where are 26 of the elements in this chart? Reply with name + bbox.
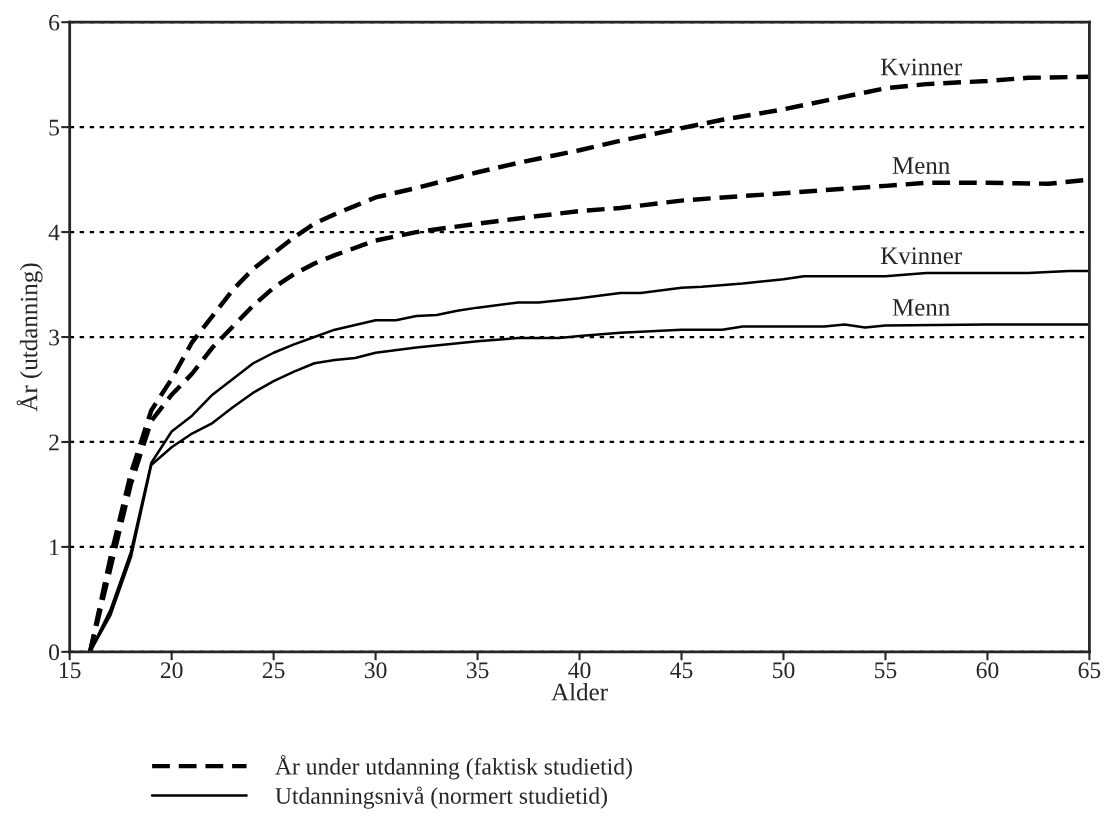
x-tick-label: 35 bbox=[466, 662, 489, 679]
x-tick-label: 20 bbox=[160, 662, 183, 679]
x-tick-label: 25 bbox=[262, 662, 285, 679]
y-tick-label: 4 bbox=[48, 224, 60, 241]
y-axis-title: År (utdanning) bbox=[16, 263, 43, 412]
x-tick-label: 50 bbox=[773, 662, 795, 679]
x-tick-label: 45 bbox=[670, 662, 693, 679]
y-tick-label: 5 bbox=[49, 119, 60, 136]
x-tick-label: 40 bbox=[568, 662, 591, 679]
series-label: Kvinner bbox=[880, 58, 962, 76]
text: Utdanningsnivå (normert studietid) bbox=[275, 786, 607, 809]
series-label: Kvinner bbox=[880, 247, 962, 265]
x-axis-title: Alder bbox=[551, 682, 608, 701]
x-tick-label: 65 bbox=[1078, 662, 1101, 679]
series-label: Menn bbox=[892, 157, 950, 174]
series-label: Menn bbox=[892, 299, 950, 316]
x-tick-label: 30 bbox=[364, 662, 387, 679]
x-tick-label: 55 bbox=[875, 662, 897, 679]
y-tick-label: 2 bbox=[49, 434, 59, 451]
x-tick-label: 60 bbox=[976, 662, 999, 679]
y-tick-label: 6 bbox=[49, 14, 60, 31]
y-tick-label: 0 bbox=[49, 644, 60, 661]
y-tick-label: 1 bbox=[50, 539, 59, 556]
x-tick-label: 15 bbox=[59, 662, 81, 679]
text: År under utdanning (faktisk studietid) bbox=[275, 754, 632, 780]
y-tick-label: 3 bbox=[49, 329, 60, 346]
